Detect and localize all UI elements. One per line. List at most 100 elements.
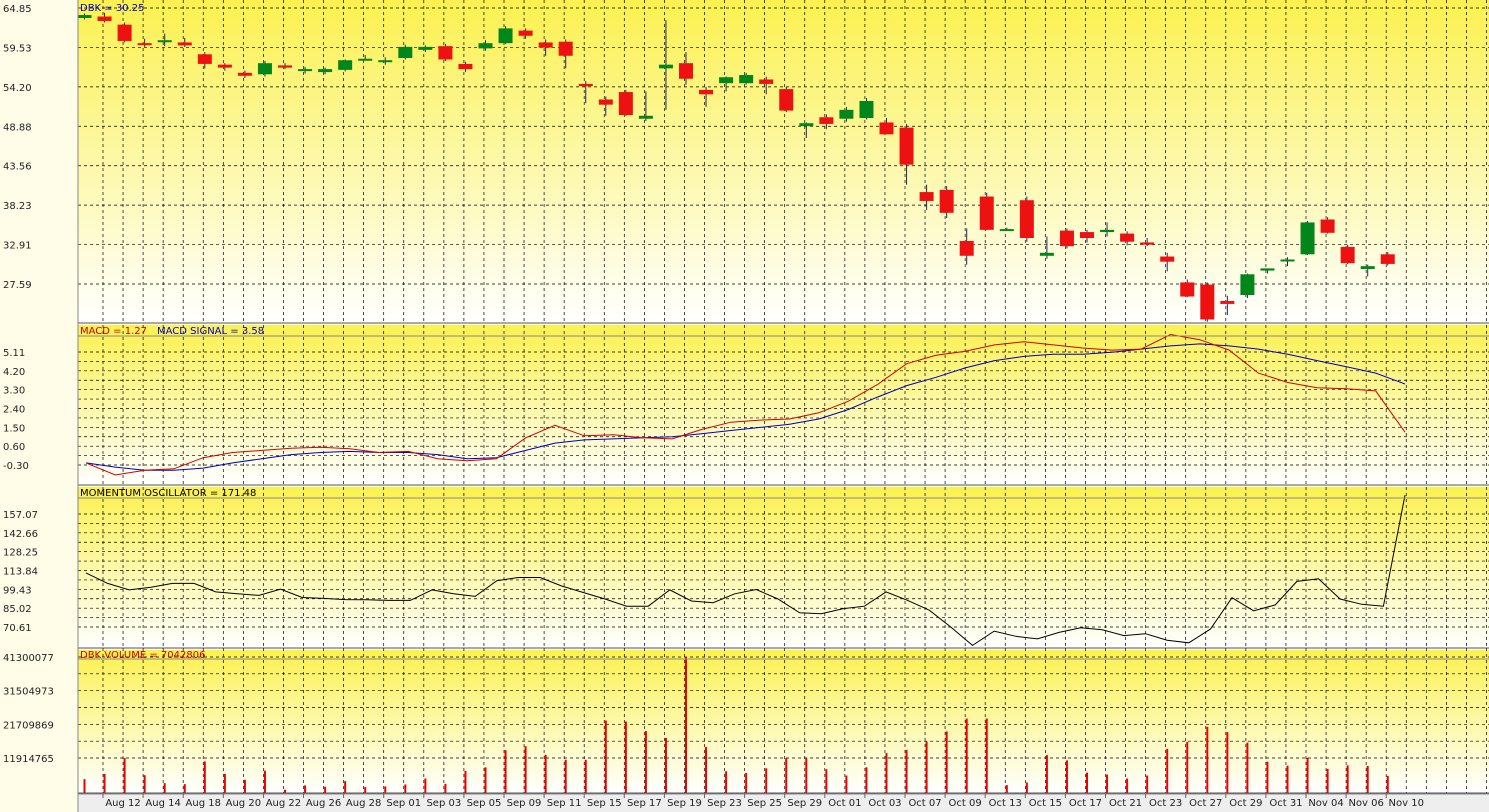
candle-down [759,79,774,84]
y-tick-label: 142.66 [3,529,38,540]
candle-down [618,92,633,116]
candle-up [378,60,393,63]
volume-bar [1045,755,1048,793]
y-tick-label: 157.07 [3,510,38,521]
x-tick-label: Aug 22 [266,798,301,809]
volume-bar [1146,775,1149,793]
volume-bar [945,731,948,793]
volume-bar [624,721,627,793]
candle-down [237,72,252,76]
candle-down [1200,284,1215,320]
candle-down [458,63,473,70]
volume-bar [1346,765,1349,793]
x-tick-label: Oct 23 [1149,798,1182,809]
candle-down [1380,254,1395,264]
x-axis: Aug 12 Aug 14 Aug 18 Aug 20 Aug 22 Aug 26 Aug … [78,793,1489,812]
x-tick-label: Sep 23 [707,798,742,809]
x-tick-label: Oct 13 [989,798,1022,809]
candle-down [819,117,834,124]
candle-up [1300,222,1315,255]
x-tick-label: Sep 11 [547,798,582,809]
candle-up [839,109,854,119]
macd-line [85,333,1406,476]
volume-bar [905,749,908,793]
volume-bar [965,718,968,793]
volume-bar [825,769,828,793]
volume-bar [1246,742,1249,793]
x-tick-label: Oct 07 [908,798,941,809]
candle-down [1160,256,1175,262]
candle-up [398,46,413,58]
volume-bar [304,785,307,793]
candle-down [979,196,994,230]
y-tick-label: 4.20 [3,367,25,378]
candle-down [278,65,292,68]
x-tick-label: Sep 09 [507,798,542,809]
y-tick-label: 38.23 [3,201,32,212]
volume-bar [1166,748,1169,793]
macd-signal-line [85,343,1406,471]
volume-bar [424,778,427,793]
candle-up [719,77,734,84]
volume-bar [524,746,527,793]
x-tick-label: Oct 31 [1269,798,1302,809]
volume-bar [103,773,106,793]
x-tick-label: Aug 20 [226,798,261,809]
volume-bar [1005,785,1008,793]
volume-bar [584,759,587,793]
candle-up [1240,274,1255,296]
macd-panel: 5.11 4.20 3.30 2.40 1.50 0.60 -0.30 MACD = 1.2… [3,325,1489,486]
volume-bar [1366,765,1369,793]
volume-bar [324,786,327,793]
candle-down [1220,300,1235,304]
candle-up [257,63,272,75]
y-tick-label: 31504973 [3,687,54,698]
momentum-panel: 157.07142.66128.25113.8499.4385.0270.61 … [3,487,1489,649]
momentum-label: MOMENTUM OSCILLATOR = 171.48 [80,488,256,499]
volume-bar [604,720,607,793]
candle-down [217,64,232,68]
candle-up [157,40,172,43]
y-tick-label: 11914765 [3,754,54,765]
candle-up [799,123,814,127]
candle-up [1260,268,1275,271]
x-tick-label: Aug 12 [105,798,140,809]
x-tick-label: Sep 29 [787,798,822,809]
x-tick-label: Sep 19 [667,798,702,809]
y-tick-label: 113.84 [3,567,38,578]
volume-bar [1126,778,1129,793]
y-tick-label: 2.40 [3,405,25,416]
candle-down [1019,200,1034,238]
y-tick-label: 32.91 [3,241,32,252]
candle-down [899,127,914,165]
y-tick-label: 21709869 [3,720,54,731]
volume-bar [865,767,868,793]
volume-bar [183,784,186,793]
volume-bar [1186,741,1189,793]
volume-bar [223,773,226,793]
y-tick-label: 5.11 [3,348,25,359]
volume-bar [1326,768,1329,793]
x-tick-label: Oct 17 [1069,798,1102,809]
y-tick-label: 54.20 [3,83,32,94]
candle-down [1320,219,1335,233]
volume-bar [1266,761,1269,793]
candle-down [1140,242,1155,245]
x-tick-label: Nov 06 [1348,798,1383,809]
x-tick-label: Aug 26 [306,798,341,809]
y-tick-label: 41300077 [3,653,54,664]
volume-bar [1226,732,1229,793]
x-axis-band [78,794,1489,812]
candle-down [1340,246,1355,264]
volume-bar [664,738,667,793]
x-tick-label: Oct 29 [1229,798,1262,809]
candle-down [1080,232,1094,238]
candle-up [478,43,493,49]
volume-bar [203,761,206,793]
volume-bar [444,783,447,793]
volume-bar [143,775,146,793]
macd-label: MACD = 1.27 [80,326,147,337]
y-tick-label: 70.61 [3,623,32,634]
volume-bar [845,775,848,793]
